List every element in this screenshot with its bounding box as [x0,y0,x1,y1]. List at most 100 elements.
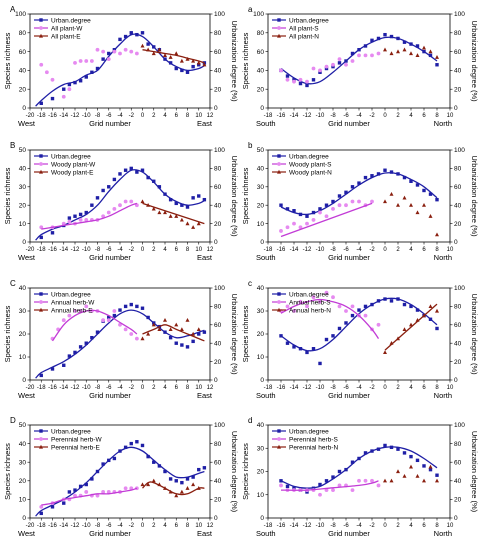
urban-point [357,308,361,312]
x-tick-label: -8 [330,247,336,253]
scatter-point-north [277,307,281,312]
y2-tick-label: 20 [454,221,462,228]
x-tick-label: 8 [186,247,190,253]
scatter-point-north [415,473,420,478]
urban-point [422,464,426,468]
y2-tick-label: 20 [214,221,222,228]
urban-point [146,175,150,180]
urban-point [292,345,296,349]
y-tick-label: 0 [22,377,26,384]
y2-axis-title: Urbanization degree (%) [230,293,239,375]
x-tick-label: 2 [152,247,156,253]
scatter-point-south [363,313,368,318]
scatter-point-south [318,210,322,215]
y-tick-label: 10 [257,354,265,361]
y-tick-label: 80 [19,30,27,37]
urban-point [112,456,117,461]
scatter-point-south [331,206,335,211]
scatter-point-south [311,295,316,300]
x-tick-label: -6 [343,247,349,253]
y2-axis-title: Urbanization degree (%) [230,431,239,513]
x-tick-label: 8 [435,385,439,391]
urban-point [376,172,381,176]
scatter-point-north [402,47,407,52]
scatter-point-west [106,57,111,62]
scatter-point-east [191,58,196,63]
y2-tick-label: 80 [214,304,222,311]
y-tick-label: 60 [19,49,27,56]
legend-label: Annual herb-S [289,299,331,306]
urban-point [197,467,201,472]
scatter-point-east [157,210,162,215]
urban-point [168,197,173,202]
scatter-point-south [337,304,342,309]
urban-point [305,350,309,355]
urban-point [185,345,190,349]
x-tick-label: 8 [435,113,439,119]
scatter-point-south [344,309,348,313]
fit-line-east [142,202,205,225]
panel-label: d [248,416,252,425]
x-tick-label: 12 [207,385,214,391]
scatter-point-south [331,295,335,300]
y-tick-label: 10 [19,354,27,361]
y2-tick-label: 0 [214,239,218,246]
urban-point [389,170,394,174]
scatter-point-west [112,309,117,313]
urban-point [118,172,122,176]
scatter-point-east [140,336,145,341]
x-tick-label: 2 [396,247,400,253]
urban-point [415,458,420,463]
urban-point [350,185,355,189]
urban-point [197,194,201,198]
urban-point [39,292,43,296]
urban-point [277,292,281,296]
urban-point [78,484,83,489]
y2-axis-title: Urbanization degree (%) [470,431,479,513]
x-tick-label: 0 [141,523,145,529]
y2-tick-label: 100 [214,147,225,154]
x-tick-label: -10 [316,385,325,391]
y-tick-label: 30 [19,184,27,191]
y2-axis-title: Urbanization degree (%) [470,293,479,375]
y-tick-label: 10 [257,221,265,228]
urban-point [67,216,72,220]
scatter-point-east [168,55,173,59]
urban-point [344,321,348,325]
urban-point [180,203,184,207]
y-tick-label: 20 [257,469,265,476]
y-tick-label: 0 [260,377,264,384]
legend-label: Urban.degree [51,153,91,160]
urban-point [383,443,387,448]
x-tick-label: -18 [37,247,46,253]
scatter-point-east [174,322,179,327]
legend-label: Annual herb-E [51,307,93,314]
scatter-point-south [337,203,342,208]
scatter-point-south [350,199,355,204]
scatter-point-west [78,59,83,63]
y-tick-label: 20 [19,331,27,338]
scatter-point-south [357,199,361,204]
x-tick-label: 8 [435,247,439,253]
scatter-point-east [140,482,145,487]
fit-line-urban [280,36,438,85]
x-axis-title: Grid number [89,529,131,538]
x-tick-label: -16 [277,247,286,253]
urban-point [402,175,407,180]
urban-point [180,480,184,485]
x-end-label-right: East [197,253,213,262]
x-tick-label: -18 [264,247,273,253]
x-tick-label: -12 [303,385,312,391]
x-tick-label: -10 [82,385,91,391]
y2-tick-label: 40 [454,478,462,485]
scatter-point-east [191,331,196,336]
urban-point [285,341,290,345]
x-tick-label: 4 [163,385,167,391]
urban-point [90,70,94,74]
fit-line-urban [280,172,438,216]
urban-point [78,345,83,349]
scatter-point-west [123,486,128,491]
urban-point [285,484,290,489]
scatter-point-west [50,77,55,82]
